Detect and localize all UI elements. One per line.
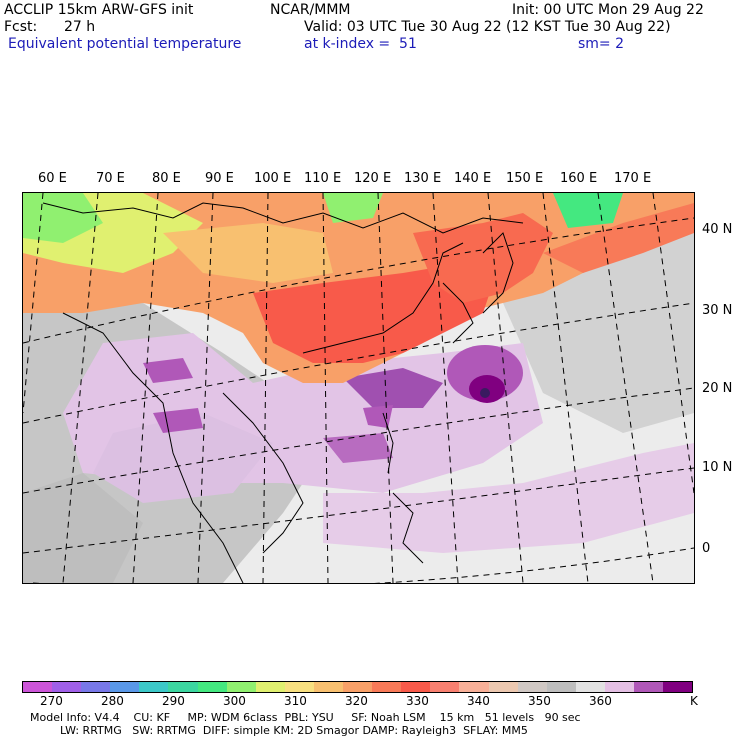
map-panel [22,192,695,584]
dark-purple-region [363,405,393,428]
green-band [553,193,623,228]
model-title: ACCLIP 15km ARW-GFS init [4,2,194,18]
lon-label: 160 E [560,171,598,186]
lon-label: 80 E [152,171,181,186]
colorbar-cell [488,682,518,692]
colorbar-cell [459,682,489,692]
colorbar-cell [430,682,460,692]
lon-label: 90 E [205,171,234,186]
colorbar-cell [139,682,169,692]
colorbar-unit: K [690,694,698,708]
colorbar-tick-label: 340 [467,694,490,708]
colorbar-cell [52,682,82,692]
red-band [543,203,694,273]
lon-label: 100 E [254,171,292,186]
lon-label: 130 E [404,171,442,186]
colorbar-cell [226,682,256,692]
orange-band [163,223,333,283]
forecast-hour: 27 h [64,19,96,35]
center-name: NCAR/MMM [270,2,351,18]
smoothing-info: sm= 2 [578,36,625,52]
colorbar-cell [81,682,111,692]
field-name: Equivalent potential temperature [8,36,242,52]
lon-label: 110 E [304,171,342,186]
dark-purple-region [323,433,393,463]
colorbar-cell [313,682,344,692]
lat-label: 0 [702,541,711,556]
colorbar-cell [23,682,53,692]
gray-region [23,473,143,583]
colorbar [22,681,693,693]
red-band [253,263,493,363]
colorbar-tick-label: 290 [162,694,185,708]
colorbar-cell [284,682,314,692]
green-band [323,193,383,223]
colorbar-tick-label: 320 [345,694,368,708]
colorbar-cell [546,682,576,692]
lon-label: 70 E [96,171,125,186]
lon-label: 170 E [614,171,652,186]
lat-label: 10 N [702,460,733,475]
colorbar-cell [197,682,227,692]
dark-purple-region [343,368,443,408]
red-band [413,213,553,303]
colorbar-tick-label: 270 [40,694,63,708]
colorbar-tick-label: 300 [223,694,246,708]
colorbar-cell [372,682,402,692]
init-time: Init: 00 UTC Mon 29 Aug 22 [512,2,704,18]
lat-label: 40 N [702,222,733,237]
valid-time: Valid: 03 UTC Tue 30 Aug 22 (12 KST Tue … [304,19,671,35]
colorbar-cell [517,682,547,692]
lon-label: 150 E [506,171,544,186]
graticule [23,193,694,583]
colorbar-cell [168,682,198,692]
colorbar-tick-label: 310 [284,694,307,708]
dark-purple-region [143,358,193,383]
lat-label: 20 N [702,381,733,396]
light-purple-region [93,413,273,503]
colorbar-tick-label: 280 [101,694,124,708]
colorbar-cell [401,682,431,692]
coastlines [42,202,524,583]
lon-label: 60 E [38,171,67,186]
colorbar-cell [604,682,634,692]
map-svg [23,193,694,583]
lon-label: 120 E [354,171,392,186]
colorbar-cell [663,682,693,692]
colorbar-cell [110,682,140,692]
green-band [23,193,103,243]
light-purple-region [323,443,694,553]
typhoon-eye [480,388,490,398]
colorbar-tick-label: 350 [528,694,551,708]
colorbar-cell [343,682,373,692]
lon-label: 140 E [454,171,492,186]
level-info: at k-index = 51 [304,36,417,52]
colorbar-cell [575,682,605,692]
lat-label: 30 N [702,303,733,318]
colorbar-tick-label: 360 [589,694,612,708]
model-info-line1: Model Info: V4.4 CU: KF MP: WDM 6class P… [30,711,581,724]
colorbar-tick-label: 330 [406,694,429,708]
model-info-line2: LW: RRTMG SW: RRTMG DIFF: simple KM: 2D … [60,724,528,737]
colorbar-cell [633,682,664,692]
colorbar-cell [255,682,285,692]
forecast-label: Fcst: [4,19,38,35]
